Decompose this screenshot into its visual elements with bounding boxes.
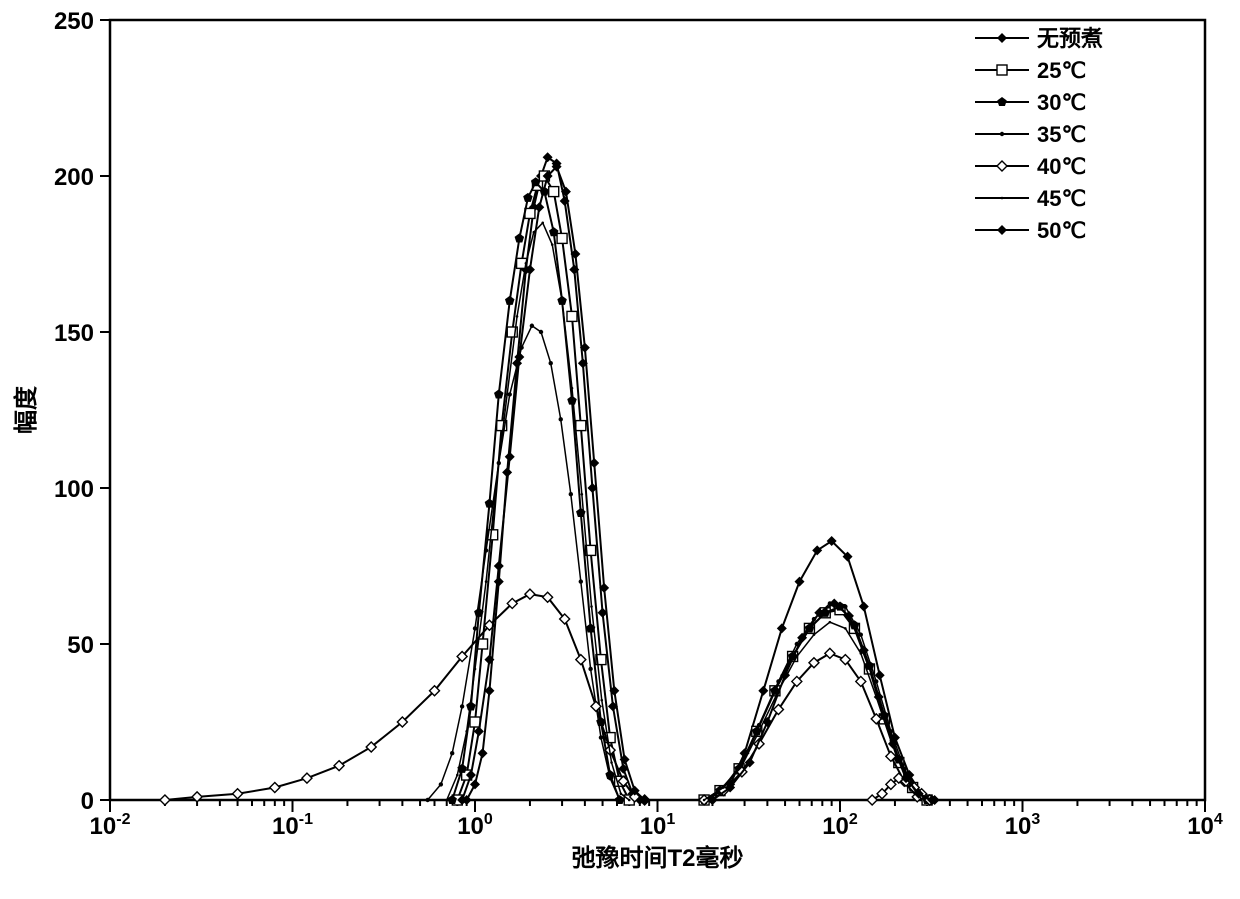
x-tick-label: 103 — [1005, 811, 1041, 840]
y-tick-label: 150 — [54, 320, 94, 347]
legend-label: 30℃ — [1037, 90, 1086, 115]
legend-label: 50℃ — [1037, 218, 1086, 243]
y-tick-label: 100 — [54, 476, 94, 503]
y-tick-label: 200 — [54, 164, 94, 191]
x-tick-label: 102 — [822, 811, 858, 840]
series-45℃ — [445, 222, 931, 802]
series-40℃ — [160, 589, 935, 805]
legend-label: 40℃ — [1037, 154, 1086, 179]
x-axis-label: 弛豫时间T2毫秒 — [571, 844, 743, 872]
x-tick-label: 10-1 — [272, 811, 313, 840]
y-tick-label: 0 — [81, 788, 94, 815]
x-tick-label: 10-2 — [90, 811, 131, 840]
legend: 无预煮 25℃ 30℃ 35℃ 40℃ 45℃ 50℃ — [975, 26, 1103, 243]
x-tick-label: 101 — [640, 811, 676, 840]
legend-label: 45℃ — [1037, 186, 1086, 211]
legend-label: 25℃ — [1037, 58, 1086, 83]
series-25℃ — [452, 171, 932, 805]
y-tick-label: 50 — [67, 632, 94, 659]
x-tick-label: 104 — [1187, 811, 1223, 840]
y-axis-label: 幅度 — [12, 385, 40, 434]
y-tick-label: 250 — [54, 8, 94, 35]
chart-container: 0 50 100 150 200 250 幅度 10-2 10-1 100 101 102 103 104… — [0, 0, 1240, 899]
x-tick-label: 100 — [457, 811, 493, 840]
series-50℃ — [457, 162, 937, 805]
legend-label: 35℃ — [1037, 122, 1086, 147]
chart-svg: 0 50 100 150 200 250 幅度 10-2 10-1 100 101 102 103 104… — [0, 0, 1240, 899]
legend-label: 无预煮 — [1037, 26, 1103, 51]
